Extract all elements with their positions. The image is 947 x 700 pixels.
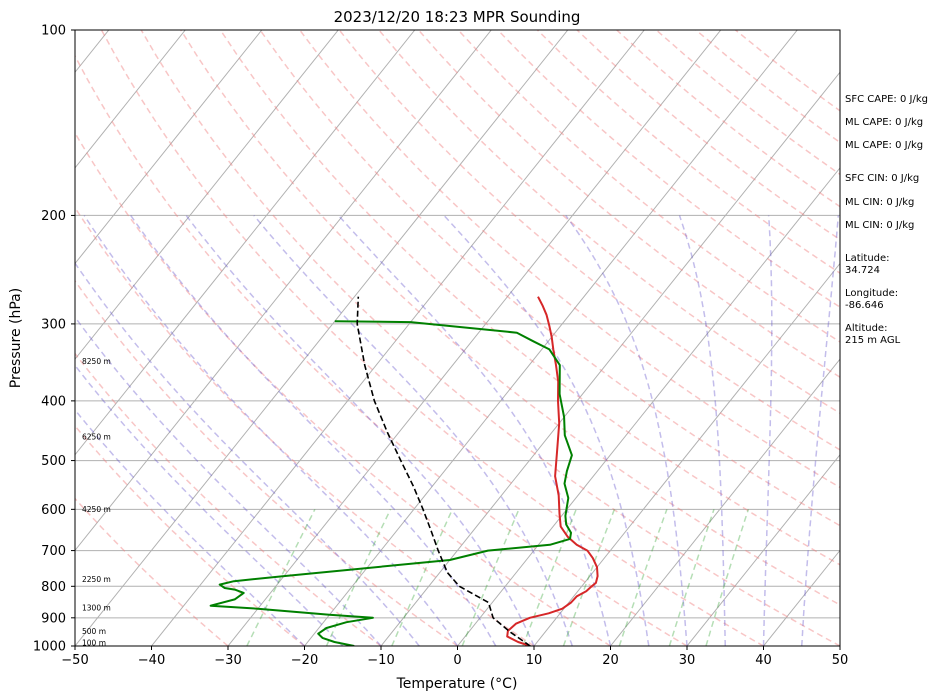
y-tick-label: 400 xyxy=(41,394,66,409)
y-tick-label: 300 xyxy=(41,317,66,332)
info-panel-line: Altitude: xyxy=(845,323,887,334)
moist-adiabat xyxy=(75,408,306,646)
isotherm-gridline xyxy=(75,30,186,169)
dry-adiabat xyxy=(75,54,688,646)
moist-adiabat xyxy=(130,214,497,646)
info-panel-line: SFC CAPE: 0 J/kg xyxy=(845,94,928,105)
info-panel-line: ML CAPE: 0 J/kg xyxy=(845,140,923,151)
dry-adiabat xyxy=(457,30,840,343)
info-panel-line: ML CIN: 0 J/kg xyxy=(845,220,914,231)
info-panel-line: 215 m AGL xyxy=(845,335,901,346)
dry-adiabat xyxy=(75,352,382,646)
height-label: 2250 m xyxy=(82,575,111,584)
isotherm-gridline xyxy=(227,30,722,646)
isotherm-gridline xyxy=(75,30,492,552)
x-tick-label: 10 xyxy=(526,653,543,668)
mixing-ratio-line xyxy=(562,509,616,646)
height-label: 4250 m xyxy=(82,505,111,514)
dry-adiabat xyxy=(259,30,840,527)
moist-adiabat xyxy=(762,215,773,646)
x-tick-label: −40 xyxy=(138,653,165,668)
x-tick-label: 40 xyxy=(755,653,772,668)
isotherm-gridline xyxy=(610,358,840,646)
dry-adiabat xyxy=(180,30,840,606)
y-tick-label: 900 xyxy=(41,611,66,626)
mixing-ratio-line xyxy=(522,509,577,646)
chart-title: 2023/12/20 18:23 MPR Sounding xyxy=(334,8,581,26)
dry-adiabat xyxy=(75,279,458,646)
isotherm-gridline xyxy=(457,167,840,646)
moist-adiabat xyxy=(443,214,650,646)
info-panel-line: 34.724 xyxy=(845,265,880,276)
x-tick-label: 20 xyxy=(602,653,619,668)
mixing-ratio-line xyxy=(668,509,715,646)
x-tick-label: 30 xyxy=(679,653,696,668)
dry-adiabat xyxy=(75,206,535,646)
isotherm-gridline xyxy=(151,30,645,646)
height-label: 6250 m xyxy=(82,433,111,442)
mixing-ratio-line xyxy=(246,508,316,646)
height-label: 500 m xyxy=(82,627,106,636)
mixing-ratio-line xyxy=(618,509,668,646)
isotherm-gridline xyxy=(533,262,840,646)
info-panel-line: Latitude: xyxy=(845,253,890,264)
moist-adiabat xyxy=(337,214,612,646)
x-tick-label: 50 xyxy=(832,653,849,668)
y-tick-label: 1000 xyxy=(33,640,66,655)
moist-adiabat xyxy=(185,214,535,646)
y-tick-label: 800 xyxy=(41,580,66,595)
x-tick-label: −10 xyxy=(367,653,394,668)
dry-adiabat xyxy=(75,131,611,646)
mixing-ratio-line xyxy=(391,508,454,646)
isotherm-gridline xyxy=(686,453,840,646)
y-tick-label: 100 xyxy=(41,24,66,39)
info-panel-line: Longitude: xyxy=(845,288,898,299)
isotherm-gridline xyxy=(75,30,416,456)
isotherm-gridline xyxy=(75,30,339,360)
info-panel-line: ML CIN: 0 J/kg xyxy=(845,197,914,208)
height-label: 100 m xyxy=(82,638,106,647)
x-tick-label: −30 xyxy=(214,653,241,668)
y-tick-label: 500 xyxy=(41,454,66,469)
moist-adiabat xyxy=(253,214,574,646)
info-panel-line: ML CAPE: 0 J/kg xyxy=(845,117,923,128)
y-tick-label: 600 xyxy=(41,503,66,518)
info-panel-line: SFC CIN: 0 J/kg xyxy=(845,173,919,184)
moist-adiabat xyxy=(83,214,459,646)
moist-adiabat xyxy=(678,215,727,646)
dry-adiabat xyxy=(417,30,840,379)
y-tick-label: 200 xyxy=(41,209,66,224)
isotherm-gridline xyxy=(75,30,263,265)
x-tick-label: 0 xyxy=(453,653,461,668)
isotherm-gridline xyxy=(75,30,569,646)
mixing-ratio-line xyxy=(325,508,392,646)
dry-adiabat xyxy=(378,30,840,415)
parcel-path-line xyxy=(356,296,531,646)
isotherm-gridline xyxy=(380,71,840,646)
y-tick-label: 700 xyxy=(41,544,66,559)
mixing-ratio-line xyxy=(705,509,750,646)
dry-adiabat xyxy=(100,30,764,646)
moist-adiabat xyxy=(75,364,344,646)
moist-adiabat xyxy=(75,261,420,646)
dewpoint-profile-line xyxy=(209,320,573,646)
info-panel-line: -86.646 xyxy=(845,300,884,311)
y-axis-label: Pressure (hPa) xyxy=(8,288,24,388)
x-tick-label: −20 xyxy=(291,653,318,668)
dry-adiabat xyxy=(140,30,840,646)
height-label: 8250 m xyxy=(82,357,111,366)
moist-adiabat xyxy=(801,215,840,646)
height-label: 1300 m xyxy=(82,604,111,613)
x-axis-label: Temperature (°C) xyxy=(396,676,518,692)
x-tick-label: −50 xyxy=(61,653,88,668)
dry-adiabat xyxy=(75,497,229,646)
dry-adiabat xyxy=(219,30,840,566)
mixing-ratio-line xyxy=(461,509,520,646)
moist-adiabat xyxy=(75,315,382,646)
